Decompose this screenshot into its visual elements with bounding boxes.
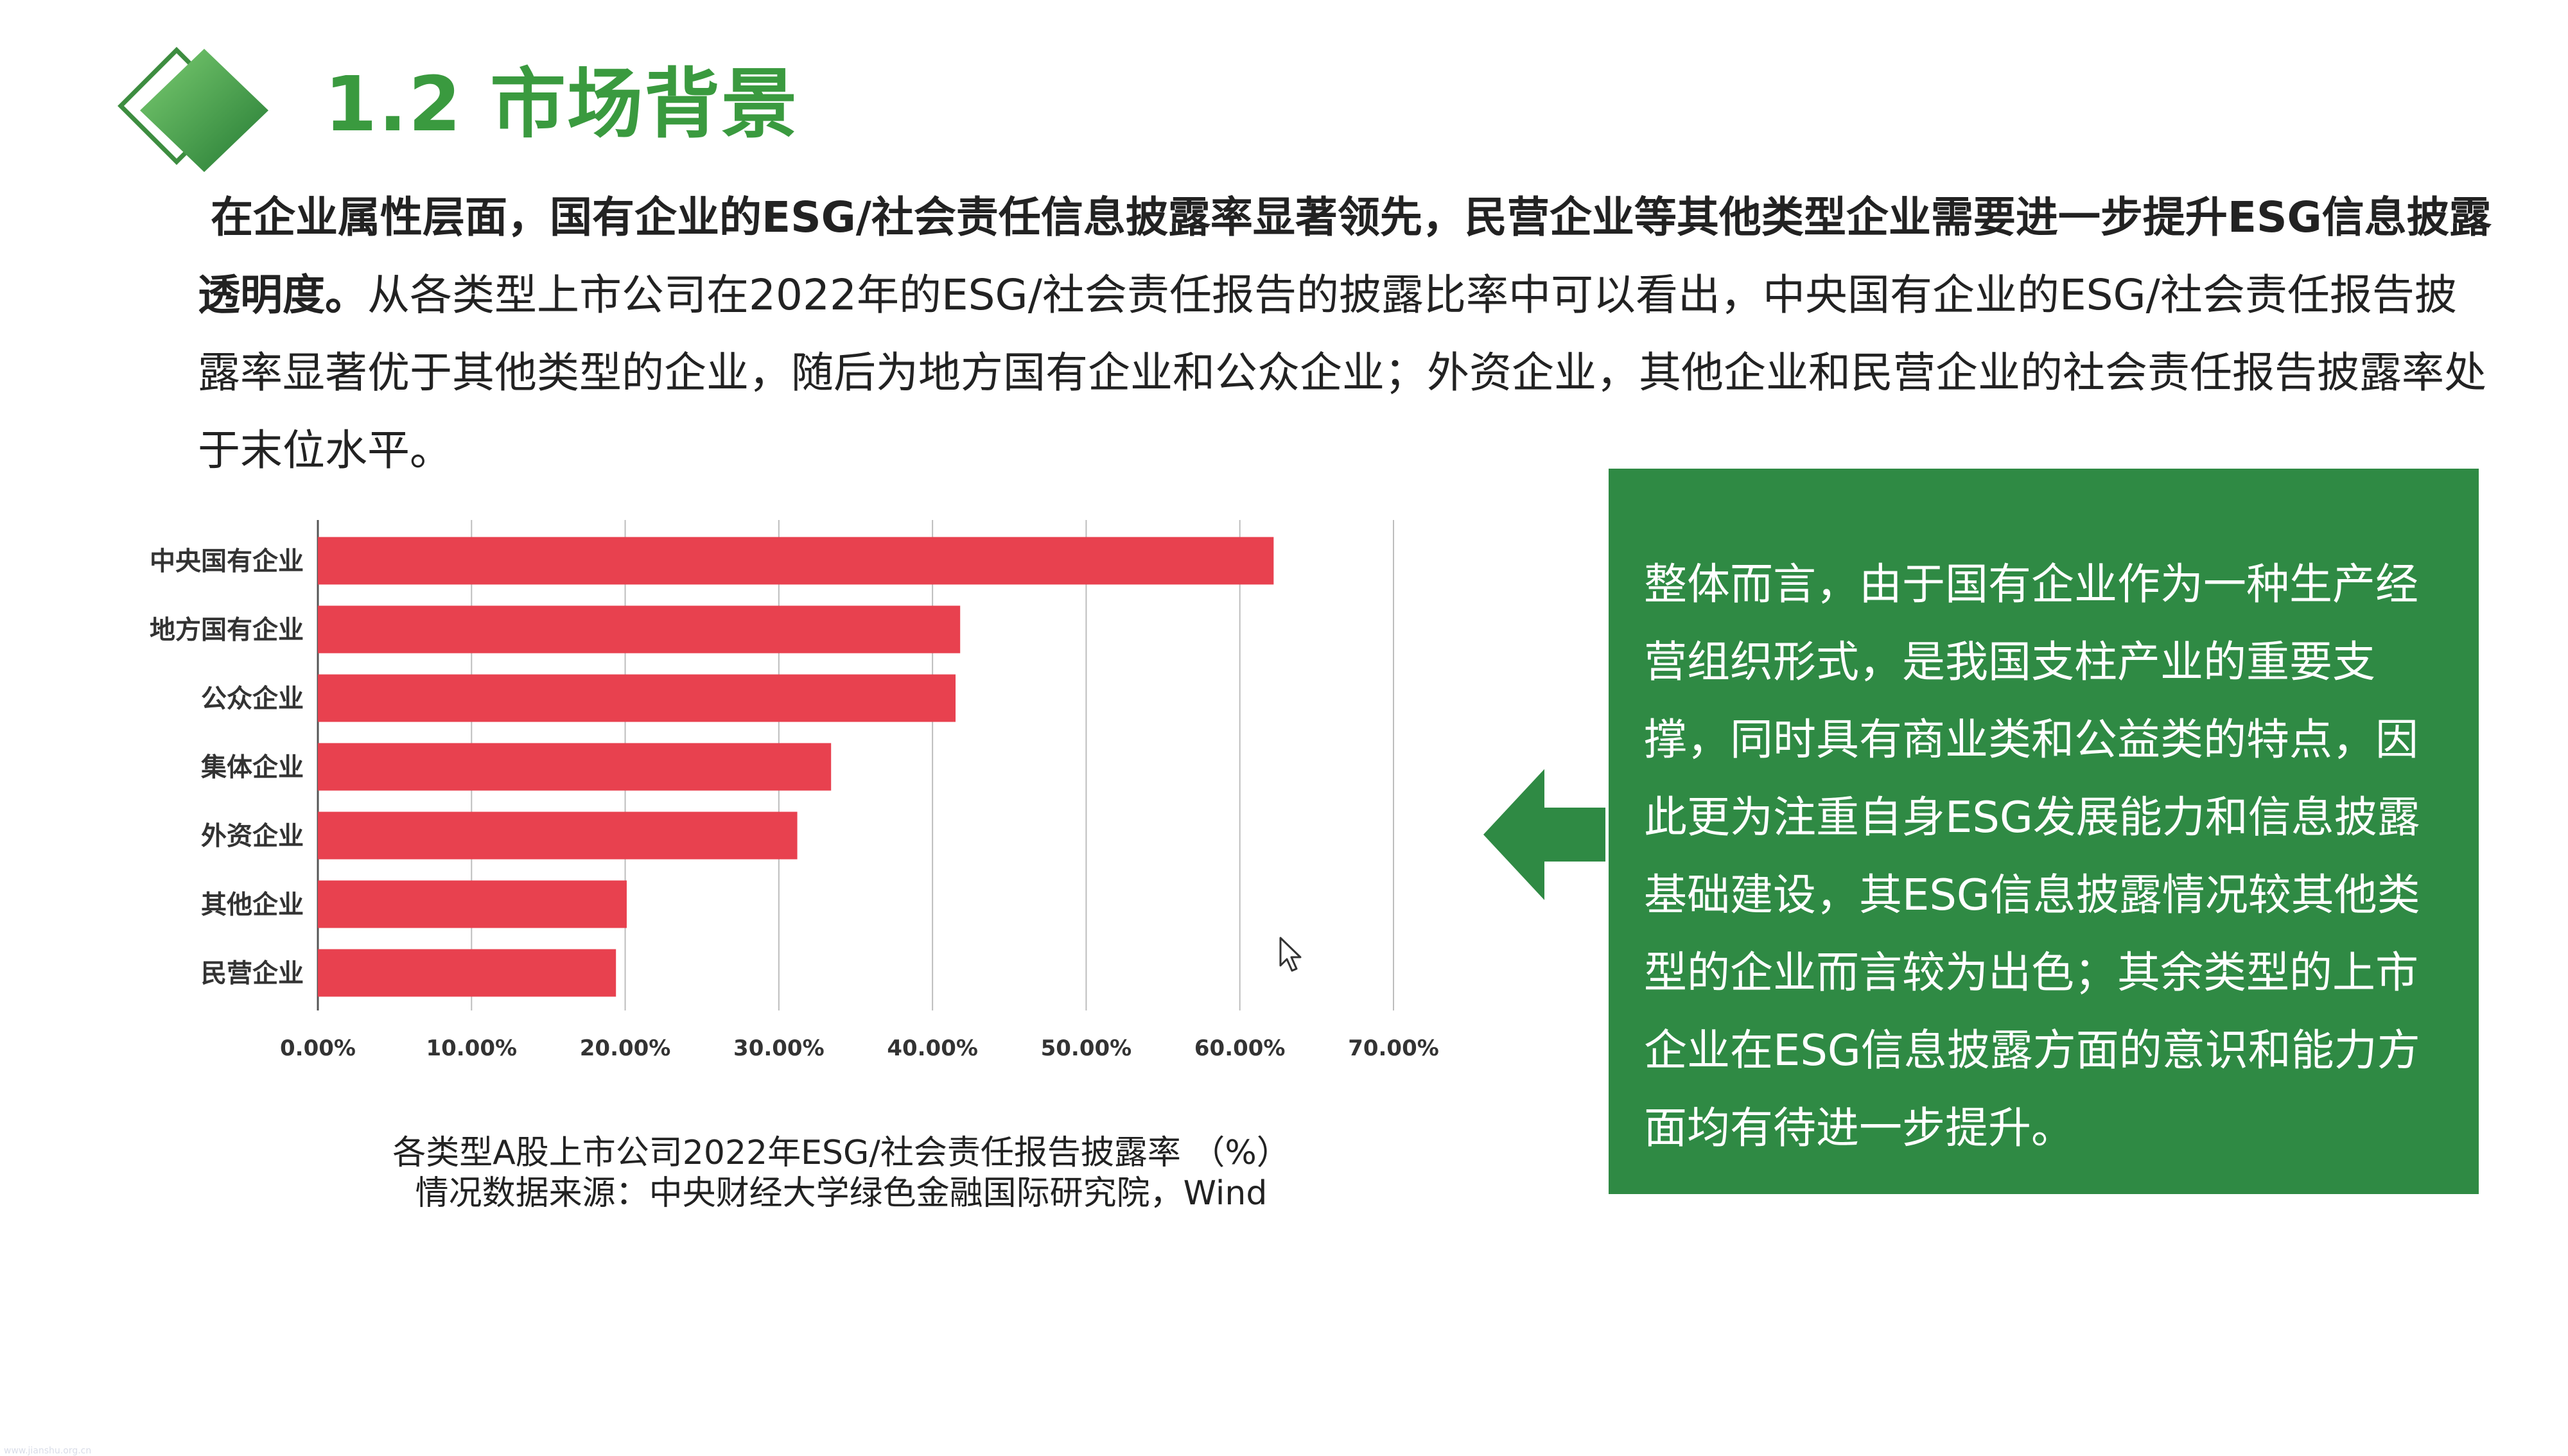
intro-body-text: 从各类型上市公司在2022年的ESG/社会责任报告的披露比率中可以看出，中央国有…	[198, 270, 2486, 475]
chart-caption: 各类型A股上市公司2022年ESG/社会责任报告披露率 （%） 情况数据来源：中…	[360, 1133, 1323, 1214]
x-tick-label: 0.00%	[280, 1036, 356, 1061]
summary-box: 整体而言，由于国有企业作为一种生产经营组织形式，是我国支柱产业的重要支撑，同时具…	[1609, 469, 2479, 1194]
x-tick-label: 40.00%	[887, 1036, 978, 1061]
bar	[318, 949, 616, 997]
page-title: 1.2 市场背景	[324, 60, 799, 148]
bar	[318, 811, 798, 860]
x-tick-label: 70.00%	[1348, 1036, 1439, 1061]
category-label: 民营企业	[201, 959, 304, 989]
intro-paragraph: 在企业属性层面，国有企业的ESG/社会责任信息披露率显著领先，民营企业等其他类型…	[198, 178, 2497, 489]
intro-bold-text: 在企业属性层面，国有企业的ESG/社会责任信息披露率显著领先，民营企业等其他类型…	[198, 193, 2492, 320]
bar	[318, 743, 832, 791]
x-tick-label: 50.00%	[1041, 1036, 1132, 1061]
bar	[318, 880, 627, 928]
category-label: 地方国有企业	[150, 616, 304, 645]
x-tick-label: 20.00%	[580, 1036, 671, 1061]
mouse-cursor-icon	[1279, 937, 1302, 972]
bar	[318, 537, 1274, 585]
category-label: 中央国有企业	[150, 547, 304, 576]
bar	[318, 605, 961, 654]
category-label: 公众企业	[201, 684, 304, 714]
left-arrow-icon	[1483, 769, 1605, 900]
caption-line-2: 情况数据来源：中央财经大学绿色金融国际研究院，Wind	[415, 1174, 1268, 1213]
category-label: 其他企业	[201, 890, 304, 920]
caption-line-1: 各类型A股上市公司2022年ESG/社会责任报告披露率 （%）	[392, 1134, 1290, 1172]
watermark: www.jianshu.org.cn	[4, 1446, 92, 1456]
summary-text: 整体而言，由于国有企业作为一种生产经营组织形式，是我国支柱产业的重要支撑，同时具…	[1644, 559, 2420, 1153]
x-tick-label: 10.00%	[426, 1036, 517, 1061]
diamond-logo-icon	[118, 47, 268, 172]
category-label: 外资企业	[201, 822, 304, 851]
category-label: 集体企业	[200, 753, 304, 783]
x-tick-label: 30.00%	[733, 1036, 825, 1061]
bar	[318, 674, 956, 722]
x-tick-label: 60.00%	[1194, 1036, 1286, 1061]
